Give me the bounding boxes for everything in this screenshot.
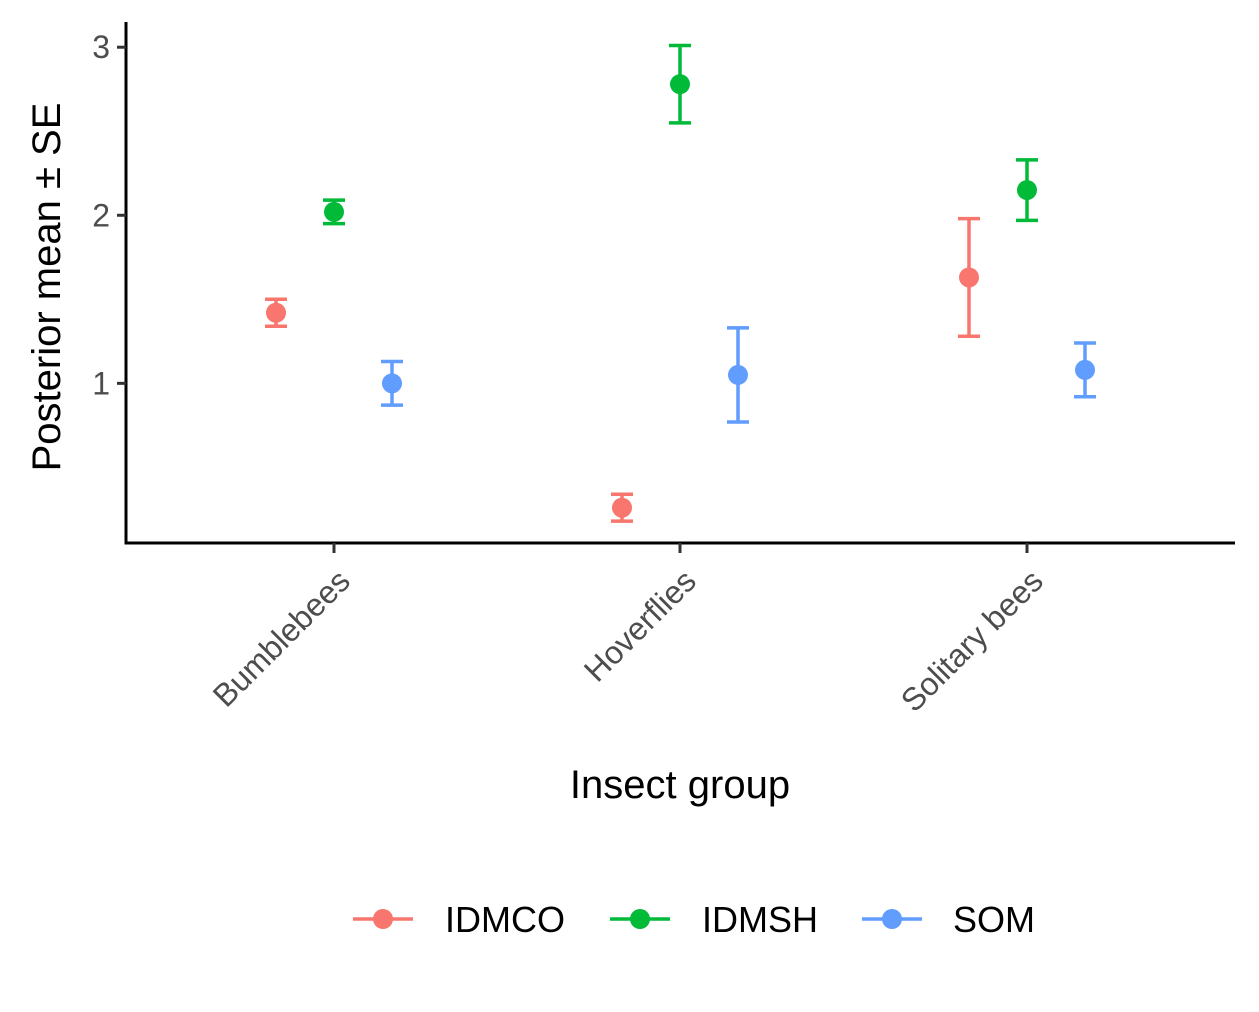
data-point — [1017, 180, 1037, 201]
series-idmco — [265, 216, 980, 523]
series-som — [381, 326, 1096, 424]
legend-label: IDMSH — [702, 899, 818, 940]
data-point — [670, 74, 690, 95]
legend: IDMCO IDMSH SOM — [353, 899, 1035, 940]
legend-key-point — [373, 909, 393, 929]
data-point — [382, 373, 402, 394]
x-tick-label: Bumblebees — [206, 562, 357, 713]
x-axis: Bumblebees Hoverflies Solitary bees — [124, 541, 1235, 719]
y-axis-title: Posterior mean ± SE — [25, 103, 69, 472]
legend-item-idmsh: IDMSH — [610, 899, 818, 940]
y-tick-label: 3 — [92, 29, 110, 65]
y-axis: 1 2 3 — [92, 22, 128, 545]
series-idmsh — [323, 43, 1038, 226]
y-tick-label: 2 — [92, 197, 110, 233]
data-point — [266, 302, 286, 323]
x-axis-title: Insect group — [570, 763, 790, 807]
legend-label: IDMCO — [445, 899, 565, 940]
y-tick-label: 1 — [92, 365, 110, 401]
x-tick-label: Hoverflies — [577, 562, 703, 688]
data-point — [959, 267, 979, 288]
plot-area — [265, 43, 1096, 523]
legend-key-point — [882, 909, 902, 929]
data-point — [324, 201, 344, 222]
data-point — [1075, 359, 1095, 380]
legend-key-point — [630, 909, 650, 929]
data-point — [612, 497, 632, 518]
legend-item-idmco: IDMCO — [353, 899, 565, 940]
legend-item-som: SOM — [862, 899, 1035, 940]
data-point — [728, 364, 748, 385]
x-tick-label: Solitary bees — [894, 562, 1050, 718]
legend-label: SOM — [953, 899, 1035, 940]
